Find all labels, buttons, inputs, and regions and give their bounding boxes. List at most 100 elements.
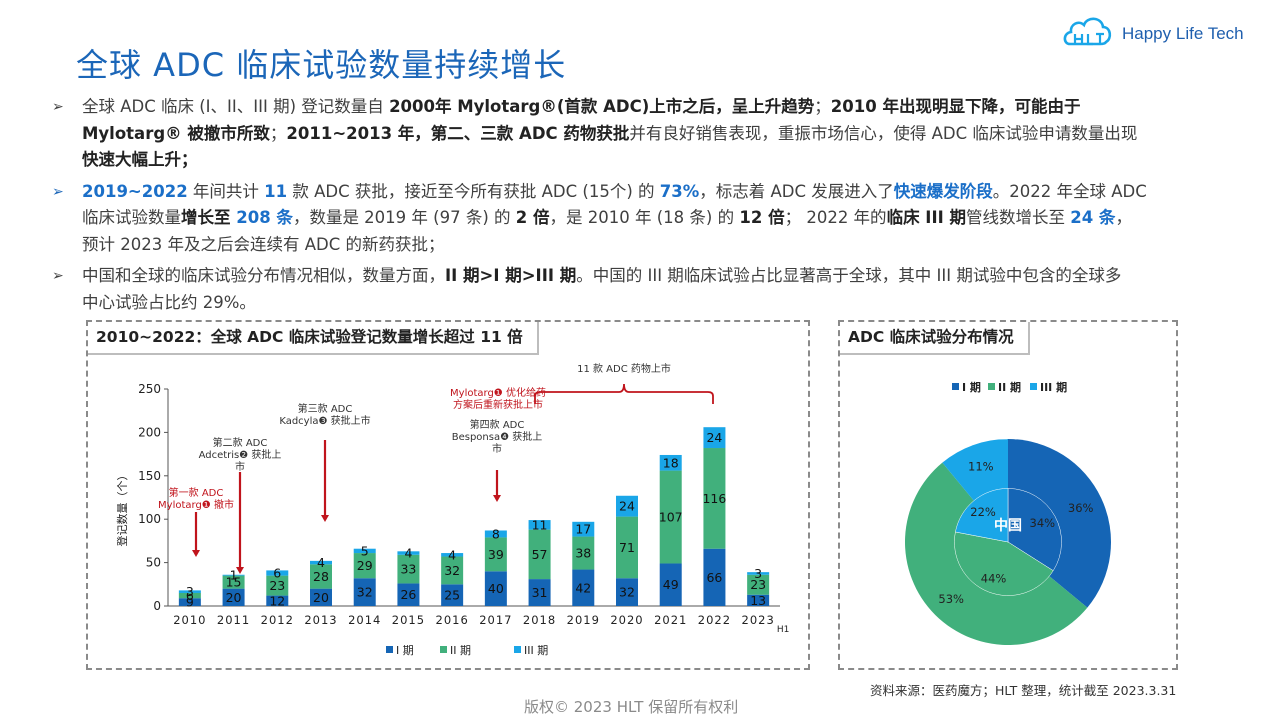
bar-segment	[222, 575, 245, 589]
text-span: 24 条	[1070, 208, 1116, 227]
annotation-arrowhead	[236, 567, 244, 574]
bar-segment	[484, 530, 507, 538]
data-label: 31	[532, 585, 548, 600]
data-label: 39	[488, 547, 504, 562]
annotation-arrowhead	[321, 515, 329, 522]
data-label: 33	[400, 562, 416, 577]
bar-segment	[747, 574, 770, 595]
bar-segment	[484, 537, 507, 572]
bar-chart-panel: 2010~2022：全球 ADC 临床试验登记数量增长超过 11 倍 0 50 10…	[86, 320, 810, 670]
page-title: 全球 ADC 临床试验数量持续增长	[76, 46, 567, 84]
annotation-arrowhead	[192, 550, 200, 557]
text-span: ；	[814, 97, 831, 116]
bar-segment	[178, 590, 201, 593]
data-label: 32	[357, 585, 373, 600]
data-label: 38	[575, 546, 591, 561]
data-label: 9	[186, 595, 194, 610]
bullet-arrow-icon: ➢	[52, 268, 64, 284]
data-label: 71	[619, 540, 635, 555]
legend-swatch	[440, 646, 447, 653]
data-label: 17	[575, 522, 591, 537]
bar-segment	[266, 570, 289, 576]
bar-segment	[441, 553, 464, 557]
text-span: 款 ADC 获批，接近至今所有获批 ADC (15个) 的	[287, 181, 660, 201]
x-tick-label: 2020	[610, 613, 643, 627]
x-tick-label: 2010	[173, 613, 206, 627]
text-span: ，标志着 ADC 发展进入了	[699, 181, 894, 201]
legend-label: III 期	[1040, 380, 1067, 394]
pie-percent-label: 53%	[938, 592, 964, 606]
annotation-text: 方案后重新获批上市	[453, 398, 543, 411]
bullet-line: Mylotarg® 被撤市所致；2011~2013 年，第二、三款 ADC 药物…	[82, 121, 1212, 148]
y-tick-label: 200	[138, 425, 161, 439]
bullet-item-3: ➢ 中国和全球的临床试验分布情况相似，数量方面，II 期>I 期>III 期。中…	[52, 263, 1212, 316]
bar-segment	[310, 588, 332, 606]
brand-logo: Happy Life Tech	[1062, 14, 1262, 50]
bullet-line: 中心试验占比约 29%。	[82, 290, 1212, 317]
pie-chart-panel: ADC 临床试验分布情况 36% 53% 11% 34% 44% 22% 全球 中国 I 期 II…	[838, 320, 1178, 670]
pie-percent-label: 22%	[970, 505, 996, 519]
data-label: 4	[317, 555, 325, 570]
legend-swatch	[514, 646, 521, 653]
cloud-logo-icon	[1063, 17, 1112, 46]
data-label: 116	[702, 491, 726, 506]
bar-segment	[397, 583, 420, 606]
text-span: 增长至	[181, 208, 237, 227]
data-label: 107	[659, 510, 683, 525]
bar-segment	[222, 574, 245, 576]
data-label: 20	[313, 590, 329, 605]
y-axis-label: 登记数量（个）	[115, 470, 129, 547]
text-span: 年间共计	[187, 181, 265, 201]
text-span: 快速大幅上升；	[82, 150, 198, 169]
text-span: 管线数增长至	[965, 208, 1071, 227]
y-tick-label: 0	[153, 599, 161, 613]
data-label: 32	[444, 563, 460, 578]
bar-segment	[572, 521, 595, 537]
text-span: ；	[269, 123, 287, 143]
text-span: 中心试验占比约 29%。	[82, 292, 256, 312]
data-label: 57	[532, 547, 548, 562]
x-tick-label: 2014	[348, 613, 381, 627]
legend-label: II 期	[450, 644, 471, 657]
legend-label: I 期	[396, 644, 414, 657]
bullet-item-1: ➢ 全球 ADC 临床 (I、II、III 期) 登记数量自 2000年 Myl…	[52, 94, 1212, 174]
logo-text: Happy Life Tech	[1122, 24, 1244, 43]
bullet-line: 2019~2022 年间共计 11 款 ADC 获批，接近至今所有获批 ADC …	[82, 179, 1212, 206]
data-label: 28	[313, 569, 329, 584]
x-tick-label: 2018	[523, 613, 556, 627]
text-span: 。2022 年全球 ADC	[992, 181, 1147, 201]
data-label: 32	[619, 585, 635, 600]
bar-segment	[310, 560, 332, 565]
x-tick-label: 2015	[392, 613, 425, 627]
bar-segment	[397, 554, 420, 584]
bar-segment	[310, 564, 332, 589]
bar-segment	[528, 529, 551, 580]
annotation-text: 第二款 ADC	[213, 436, 268, 449]
text-span: ； 2022 年的	[784, 208, 887, 227]
y-tick-label: 150	[138, 469, 161, 483]
annotation-text: Besponsa❹ 获批上	[452, 430, 543, 443]
bar-segment	[353, 553, 376, 579]
bar-segment	[616, 578, 638, 606]
x-tick-label: 2022	[698, 613, 731, 627]
text-span: Mylotarg® 被撤市所致	[82, 123, 270, 143]
x-tick-label: 2012	[261, 613, 294, 627]
bar-segment	[441, 584, 464, 606]
text-span: 预计 2023 年及之后会连续有 ADC 的新药获批；	[82, 234, 445, 254]
annotation-text: 市	[492, 442, 502, 455]
bar-segment	[353, 578, 376, 606]
pie-percent-label: 36%	[1068, 501, 1094, 515]
data-label: 15	[226, 575, 242, 590]
text-span: ，	[1115, 208, 1132, 227]
y-tick-label: 50	[146, 556, 161, 570]
pie-ring-label: 中国	[994, 517, 1022, 534]
bar-segment	[747, 572, 770, 575]
annotation-text: 第一款 ADC	[169, 486, 224, 499]
data-label: 13	[750, 593, 766, 608]
x-tick-label: 2013	[304, 613, 337, 627]
bar-segment	[222, 588, 245, 606]
bar-segment	[747, 594, 770, 606]
data-label: 12	[269, 593, 285, 608]
bar-segment	[703, 427, 726, 449]
